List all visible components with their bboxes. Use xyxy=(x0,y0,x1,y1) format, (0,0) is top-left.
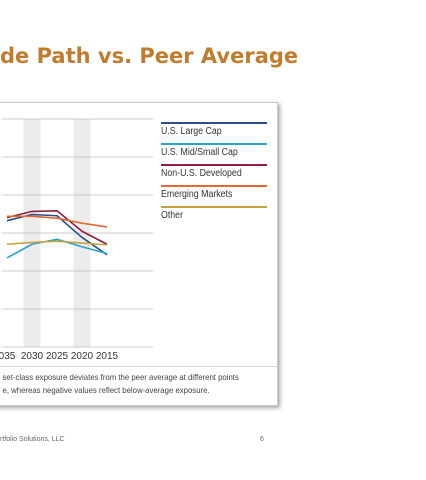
x-tick-label: 2025 xyxy=(46,351,69,362)
chart-legend: U.S. Large Cap U.S. Mid/Small Cap Non-U.S.… xyxy=(161,122,267,227)
legend-item: U.S. Mid/Small Cap xyxy=(161,143,267,164)
legend-label: U.S. Mid/Small Cap xyxy=(161,147,238,158)
legend-swatch xyxy=(161,122,267,124)
slide-title: de Path vs. Peer Average xyxy=(0,44,299,68)
legend-label: Other xyxy=(161,210,184,221)
footnote-line-2: e, whereas negative values reflect below… xyxy=(2,386,210,395)
series-line-non-u-s-developed xyxy=(6,209,108,245)
x-tick-label: 035 xyxy=(0,351,16,362)
legend-swatch xyxy=(161,206,267,208)
series-line-other xyxy=(6,240,108,246)
legend-label: Emerging Markets xyxy=(161,189,233,200)
chart-footnote: set-class exposure deviates from the pee… xyxy=(0,371,259,397)
legend-item: Emerging Markets xyxy=(161,185,267,206)
legend-label: Non-U.S. Developed xyxy=(161,168,242,179)
chart-panel: 035 2030 2025 2020 2015 U.S. Large Cap U.S. M… xyxy=(0,102,278,406)
legend-item: Other xyxy=(161,206,267,227)
legend-swatch xyxy=(161,185,267,187)
legend-label: U.S. Large Cap xyxy=(161,126,222,137)
page-number: 6 xyxy=(260,436,264,443)
x-tick-label: 2015 xyxy=(96,351,119,362)
legend-item: U.S. Large Cap xyxy=(161,122,267,143)
legend-item: Non-U.S. Developed xyxy=(161,164,267,185)
legend-swatch xyxy=(161,164,267,166)
line-chart: 035 2030 2025 2020 2015 xyxy=(0,118,153,362)
footnote-line-1: set-class exposure deviates from the pee… xyxy=(2,373,239,382)
x-tick-label: 2030 xyxy=(21,351,44,362)
series-line-emerging-markets xyxy=(7,215,108,228)
series-line-u-s-mid-small-cap xyxy=(6,238,108,259)
x-tick-label: 2020 xyxy=(71,351,94,362)
footer-company: rtfolio Solutions, LLC xyxy=(0,436,65,443)
footnote-divider xyxy=(0,366,277,367)
legend-swatch xyxy=(161,143,267,145)
